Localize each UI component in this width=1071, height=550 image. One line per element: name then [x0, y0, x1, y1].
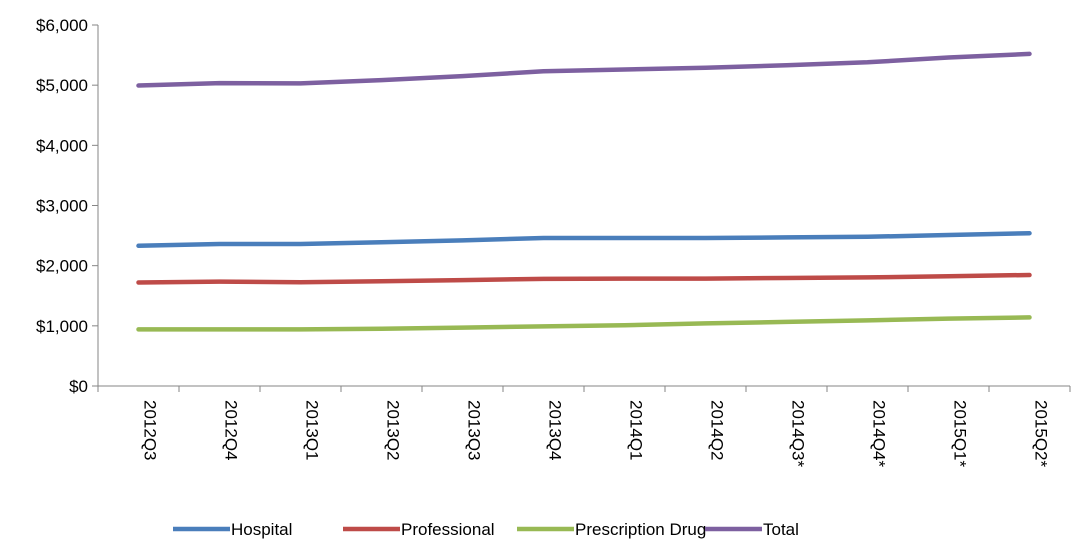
x-tick-label: 2013Q3: [465, 400, 484, 461]
x-tick-label: 2012Q4: [222, 400, 241, 461]
y-axis-ticks: $0 $1,000 $2,000 $3,000 $4,000 $5,000 $6,000: [36, 16, 98, 396]
x-tick-label: 2014Q4*: [870, 400, 889, 467]
y-tick-label: $4,000: [36, 136, 88, 155]
x-tick-label: 2014Q2: [708, 400, 727, 461]
series-lines: [136, 51, 1032, 332]
series-line-total: [136, 51, 1032, 88]
legend-label-professional: Professional: [401, 520, 495, 539]
y-tick-label: $2,000: [36, 257, 88, 276]
axes: [97, 25, 1070, 387]
y-tick-label: $1,000: [36, 317, 88, 336]
legend: Hospital Professional Prescription Drug Tot…: [173, 520, 799, 539]
y-tick-label: $0: [69, 377, 88, 396]
legend-label-prescription-drug: Prescription Drug: [575, 520, 706, 539]
y-tick-label: $6,000: [36, 16, 88, 35]
legend-label-hospital: Hospital: [231, 520, 292, 539]
x-tick-label: 2013Q4: [546, 400, 565, 461]
x-axis-ticks: 2012Q3 2012Q4 2013Q1 2013Q2 2013Q3 2013Q4 2014…: [97, 386, 1071, 467]
x-tick-label: 2015Q1*: [951, 400, 970, 467]
series-line-prescription-drug: [136, 315, 1032, 332]
y-tick-label: $3,000: [36, 197, 88, 216]
x-tick-label: 2015Q2*: [1032, 400, 1051, 467]
x-tick-label: 2013Q1: [303, 400, 322, 461]
x-tick-label: 2014Q1: [627, 400, 646, 461]
x-tick-label: 2013Q2: [384, 400, 403, 461]
x-tick-label: 2014Q3*: [789, 400, 808, 467]
series-line-professional: [136, 272, 1032, 285]
series-line-hospital: [136, 230, 1032, 249]
x-tick-label: 2012Q3: [141, 400, 160, 461]
legend-label-total: Total: [763, 520, 799, 539]
y-tick-label: $5,000: [36, 76, 88, 95]
